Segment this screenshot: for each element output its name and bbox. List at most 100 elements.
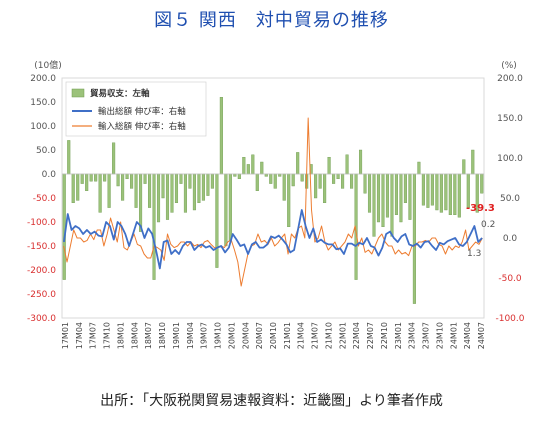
trade-balance-bar (448, 173, 452, 215)
trade-balance-bar (130, 173, 134, 189)
trade-balance-bar (417, 161, 421, 175)
x-tick-label: 18M01 (117, 322, 126, 349)
x-tick-label: 18M10 (158, 322, 167, 349)
trade-balance-bar (71, 173, 75, 203)
trade-balance-bar (201, 173, 205, 201)
x-tick-label: 22M04 (352, 322, 361, 349)
trade-balance-bar (251, 154, 255, 175)
x-tick-label: 22M10 (380, 322, 389, 349)
x-tick-label: 17M07 (89, 322, 98, 349)
x-tick-label: 18M07 (144, 322, 153, 349)
import-growth-line (63, 117, 483, 287)
trade-balance-bar (143, 173, 147, 184)
trade-balance-bar (165, 173, 170, 220)
trade-balance-bar (197, 173, 201, 203)
legend-bar-swatch (71, 88, 85, 98)
trade-balance-bar (332, 173, 336, 184)
trade-balance-bar (219, 96, 223, 175)
trade-balance-bar (139, 173, 143, 232)
trade-balance-bar (385, 173, 390, 218)
trade-balance-bar (471, 149, 475, 175)
trade-balance-bar (89, 173, 93, 182)
trade-balance-bar (170, 173, 174, 213)
right-tick-label: 100.0 (497, 154, 523, 164)
x-tick-label: 21M01 (283, 322, 292, 349)
trade-balance-bar (210, 173, 214, 189)
trade-balance-bar (98, 173, 102, 213)
x-tick-label: 20M07 (255, 322, 264, 349)
trade-balance-bar (107, 173, 111, 208)
annotation-import: 1.3 (467, 249, 481, 259)
trade-balance-bar (462, 159, 466, 175)
trade-balance-bar (291, 173, 295, 187)
x-tick-label: 20M01 (227, 322, 236, 349)
x-tick-label: 24M01 (449, 322, 458, 349)
x-tick-label: 23M10 (435, 322, 444, 349)
trade-balance-bar (318, 173, 322, 189)
trade-balance-bar (112, 142, 116, 175)
trade-balance-bar (376, 173, 381, 223)
trade-balance-bar (412, 173, 416, 304)
x-tick-label: 19M01 (172, 322, 181, 349)
x-tick-label: 19M04 (186, 322, 195, 349)
x-tick-label: 24M04 (463, 322, 472, 349)
trade-balance-bar (426, 173, 430, 208)
legend-box (65, 81, 207, 137)
trade-balance-bar (399, 173, 403, 223)
trade-balance-bar (206, 173, 210, 196)
trade-balance-bar (287, 173, 291, 227)
x-tick-label: 22M01 (338, 322, 347, 349)
trade-balance-bar (85, 173, 89, 191)
trade-balance-bar (179, 173, 183, 184)
trade-balance-bar (296, 152, 300, 175)
trade-balance-bar (76, 173, 80, 201)
annotation-export: 0.2 (481, 220, 495, 230)
x-tick-label: 20M10 (269, 322, 278, 349)
left-tick-label: -100.0 (27, 218, 56, 228)
trade-balance-bar (269, 173, 273, 184)
trade-balance-bar (408, 173, 412, 220)
trade-balance-bar (435, 173, 439, 211)
trade-balance-bar (242, 156, 246, 175)
x-tick-label: 21M04 (297, 322, 306, 349)
left-tick-label: 0.0 (42, 170, 57, 180)
export-growth-line (63, 209, 483, 270)
trade-balance-bar (67, 140, 71, 175)
trade-balance-bar (161, 173, 165, 199)
x-tick-label: 21M10 (325, 322, 334, 349)
x-tick-label: 23M07 (422, 322, 431, 349)
trade-balance-bar (152, 173, 156, 280)
x-tick-label: 22M07 (366, 322, 375, 349)
trade-balance-bar (255, 173, 259, 191)
trade-balance-bar (246, 164, 250, 175)
left-tick-label: -150.0 (27, 242, 56, 252)
trade-balance-bar (134, 173, 138, 208)
x-tick-label: 19M07 (200, 322, 209, 349)
trade-balance-bar (381, 173, 385, 227)
trade-balance-bar (327, 156, 331, 175)
x-tick-label: 19M10 (214, 322, 223, 349)
trade-balance-bar (192, 173, 196, 211)
trade-balance-bar (403, 173, 407, 203)
left-tick-label: -250.0 (27, 290, 56, 300)
x-tick-label: 17M04 (75, 322, 84, 349)
legend-import-label: 輸入総額 伸び率：右軸 (98, 121, 186, 132)
x-tick-label: 17M01 (61, 322, 70, 349)
trade-balance-bar (224, 173, 228, 247)
trade-balance-bar (453, 173, 457, 215)
trade-balance-bar (372, 173, 376, 237)
left-tick-label: 200.0 (30, 74, 56, 84)
trade-balance-bar (457, 173, 461, 218)
left-tick-label: -200.0 (27, 266, 56, 276)
trade-balance-bar (345, 154, 349, 175)
trade-balance-bar (341, 173, 345, 189)
trade-balance-bar (183, 173, 188, 213)
trade-balance-bar (260, 161, 264, 175)
x-tick-label: 18M04 (130, 322, 139, 349)
x-tick-label: 23M04 (408, 322, 417, 349)
chart-title: 図５ 関西 対中貿易の推移 (154, 10, 389, 31)
trade-balance-bar (421, 173, 425, 206)
trade-balance-bar (336, 173, 340, 180)
trade-balance-bar (359, 149, 363, 175)
